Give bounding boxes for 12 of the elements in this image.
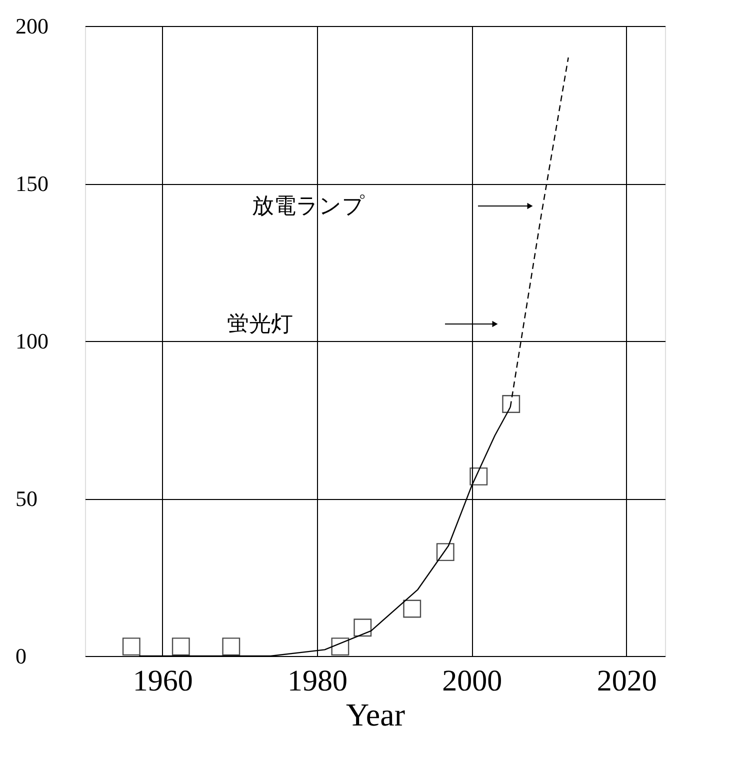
y-tick-label: 0 (16, 644, 26, 668)
y-tick-label: 200 (16, 14, 48, 38)
y-tick-label: 100 (16, 328, 48, 354)
x-tick-label: 2000 (442, 664, 502, 698)
x-tick-label: 1980 (288, 664, 348, 698)
annotation: 放電ランプ (252, 193, 365, 218)
annotation: 蛍光灯 (227, 311, 293, 336)
x-tick-label: 2020 (596, 664, 657, 698)
x-tick-label: 1960 (132, 664, 193, 698)
y-tick-label: 50 (16, 486, 38, 511)
x-axis-title: Year (346, 696, 406, 732)
y-tick-label: 150 (16, 171, 48, 196)
